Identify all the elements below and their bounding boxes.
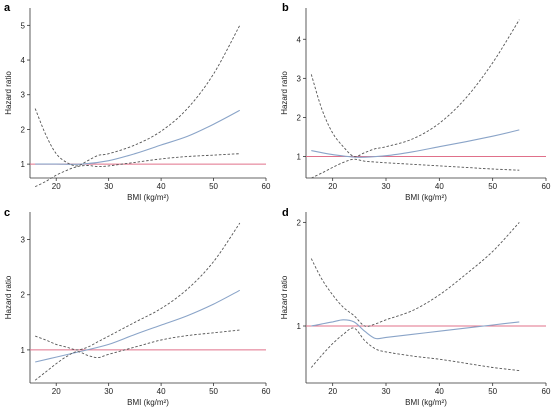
hazard-ratio-estimate-line [311, 319, 520, 340]
y-tick-label: 1 [297, 153, 302, 162]
lower-confidence-line [34, 329, 240, 381]
y-tick-label: 1 [297, 322, 302, 331]
x-tick-label: 40 [157, 182, 166, 191]
y-tick-label: 5 [21, 21, 26, 30]
x-tick-label: 20 [52, 182, 61, 191]
y-tick-label: 2 [21, 291, 26, 300]
x-tick-label: 60 [262, 387, 271, 396]
panel-a: a 1 2 3 4 5 20 30 40 50 60 BMI (kg/m²) Hazard ratio [4, 2, 271, 202]
y-tick-label: 2 [21, 125, 26, 134]
x-axis-title: BMI (kg/m²) [405, 193, 447, 202]
x-axis-title: BMI (kg/m²) [127, 398, 169, 407]
y-tick-label: 1 [21, 346, 26, 355]
x-tick-label: 50 [209, 182, 218, 191]
y-axis-title: Hazard ratio [280, 275, 289, 319]
y-tick-label: 2 [297, 218, 302, 227]
x-tick-label: 50 [488, 182, 497, 191]
x-tick-label: 50 [209, 387, 218, 396]
upper-confidence-line [310, 19, 520, 158]
y-tick-label: 3 [297, 74, 302, 83]
lower-confidence-line [310, 327, 520, 372]
x-tick-label: 50 [488, 387, 497, 396]
upper-confidence-line [34, 25, 241, 167]
y-axis-title: Hazard ratio [280, 71, 289, 115]
hazard-ratio-estimate-line [35, 289, 241, 363]
x-tick-label: 20 [328, 182, 337, 191]
x-tick-label: 30 [104, 387, 113, 396]
y-tick-label: 4 [297, 35, 302, 44]
x-tick-label: 30 [382, 182, 391, 191]
x-tick-label: 20 [52, 387, 61, 396]
y-tick-label: 3 [21, 236, 26, 245]
x-axis-title: BMI (kg/m²) [127, 193, 169, 202]
x-tick-label: 40 [157, 387, 166, 396]
panel-label: b [282, 2, 289, 14]
y-tick-label: 1 [21, 160, 26, 169]
panel-label: d [282, 207, 289, 219]
panel-d: d 1 2 20 30 40 50 60 BMI (kg/m²) Hazard ratio [280, 207, 551, 407]
x-tick-label: 20 [328, 387, 337, 396]
y-tick-label: 3 [21, 91, 26, 100]
y-tick-label: 2 [297, 113, 302, 122]
panel-label: c [4, 207, 10, 219]
hazard-ratio-estimate-line [311, 129, 520, 158]
x-tick-label: 30 [382, 387, 391, 396]
y-tick-label: 4 [21, 56, 26, 65]
upper-confidence-line [310, 222, 520, 327]
x-tick-label: 60 [262, 182, 271, 191]
x-axis-title: BMI (kg/m²) [405, 398, 447, 407]
x-tick-label: 30 [104, 182, 113, 191]
panel-b: b 1 2 3 4 20 30 40 50 60 BMI (kg/m²) Hazard ratio [280, 2, 551, 202]
upper-confidence-line [35, 222, 241, 351]
x-tick-label: 40 [435, 182, 444, 191]
lower-confidence-line [34, 153, 240, 188]
y-axis-title: Hazard ratio [4, 71, 13, 115]
x-tick-label: 40 [435, 387, 444, 396]
lower-confidence-line [311, 158, 520, 179]
y-axis-title: Hazard ratio [4, 275, 13, 319]
panel-c: c 1 2 3 20 30 40 50 60 BMI (kg/m²) Hazard ratio [4, 207, 271, 407]
hazard-ratio-estimate-line [35, 109, 241, 165]
x-tick-label: 60 [542, 182, 551, 191]
panel-label: a [4, 2, 11, 14]
x-tick-label: 60 [542, 387, 551, 396]
